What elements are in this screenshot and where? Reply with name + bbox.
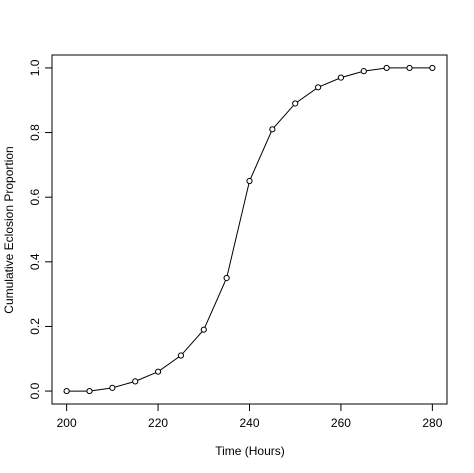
- y-tick-label: 0.8: [28, 124, 42, 141]
- data-point: [269, 126, 276, 133]
- data-point: [360, 68, 367, 75]
- data-point: [109, 384, 116, 391]
- plot-box: [51, 54, 448, 405]
- x-tick-label: 280: [422, 416, 442, 430]
- y-tick-label: 1.0: [28, 59, 42, 76]
- data-point: [63, 387, 70, 395]
- data-point: [246, 177, 253, 185]
- data-point: [383, 64, 390, 72]
- data-point: [200, 326, 207, 333]
- y-axis-label: Cumulative Eclosion Proportion: [2, 146, 16, 313]
- data-point: [429, 64, 436, 72]
- data-point: [292, 100, 299, 107]
- x-tick-label: 240: [239, 416, 259, 430]
- data-point: [223, 274, 230, 282]
- y-tick-label: 0.4: [28, 253, 42, 270]
- y-tick-label: 0.0: [28, 382, 42, 399]
- data-point: [132, 378, 139, 385]
- data-line: [66, 67, 433, 392]
- data-point: [406, 64, 413, 72]
- x-tick-label: 200: [57, 416, 77, 430]
- x-tick-label: 220: [148, 416, 168, 430]
- data-point: [154, 368, 162, 375]
- x-tick-label: 260: [331, 416, 351, 430]
- data-point: [86, 387, 93, 395]
- data-point: [314, 84, 322, 91]
- y-tick-label: 0.6: [28, 189, 42, 206]
- data-point: [337, 74, 345, 81]
- x-axis-label: Time (Hours): [215, 444, 285, 458]
- data-point: [177, 352, 185, 359]
- y-tick-label: 0.2: [28, 318, 42, 335]
